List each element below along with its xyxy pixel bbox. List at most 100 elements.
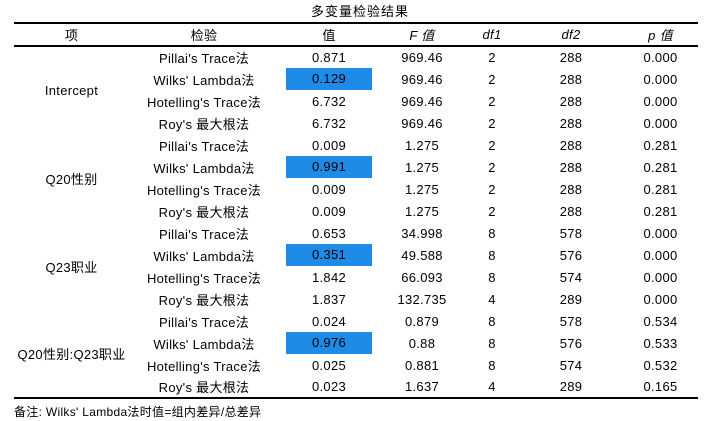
test-cell: Wilks' Lambda法 — [153, 248, 255, 264]
p-value-cell: 0.534 — [643, 313, 678, 329]
f-value-cell: 34.998 — [401, 225, 443, 241]
df1-cell: 2 — [488, 50, 496, 65]
df2-cell: 288 — [559, 159, 583, 175]
test-cell: Pillai's Trace法 — [158, 226, 250, 242]
table-row: Intercept Pillai's Trace法 0.871 969.46 2 288 0… — [14, 46, 698, 98]
df2-cell: 576 — [559, 335, 583, 351]
p-value-cell: 0.000 — [643, 225, 678, 241]
f-value-cell: 49.588 — [401, 247, 443, 263]
df1-cell: 8 — [488, 313, 496, 329]
df2-cell: 288 — [559, 71, 583, 87]
highlighted-value: 0.129 — [286, 68, 372, 90]
p-value-cell: 0.000 — [643, 93, 678, 109]
test-cell: Roy's 最大根法 — [158, 292, 250, 308]
value-cell: 0.991 — [279, 156, 379, 178]
test-cell: Roy's 最大根法 — [158, 116, 250, 132]
df1-cell: 4 — [488, 291, 496, 307]
p-value-cell: 0.000 — [643, 269, 678, 285]
test-cell: Hotelling's Trace法 — [146, 94, 262, 110]
table-row: Hotelling's Trace法 0.025 0.881 8 574 0.532 — [14, 354, 698, 376]
f-value-cell: 1.275 — [404, 203, 440, 219]
item-group-label: Q23职业 — [45, 259, 98, 275]
f-value-cell: 969.46 — [401, 93, 443, 109]
df2-cell: 289 — [559, 291, 583, 307]
df1-cell: 8 — [488, 357, 496, 373]
table-row: Hotelling's Trace法 1.842 66.093 8 574 0.000 — [14, 266, 698, 288]
value-cell: 0.009 — [311, 137, 347, 153]
df1-cell: 8 — [488, 247, 496, 263]
p-value-cell: 0.281 — [643, 203, 678, 219]
test-cell: Roy's 最大根法 — [158, 380, 250, 395]
df2-cell: 288 — [559, 181, 583, 197]
p-value-cell: 0.000 — [643, 115, 678, 131]
p-value-cell: 0.000 — [643, 291, 678, 307]
value-cell: 0.023 — [311, 379, 347, 394]
table-body: Intercept Pillai's Trace法 0.871 969.46 2 288 0… — [14, 46, 698, 398]
f-value-cell: 1.637 — [404, 379, 440, 394]
value-cell: 0.025 — [311, 357, 347, 373]
table-row: Wilks' Lambda法 0.129 969.46 2 288 0.000 — [14, 68, 698, 90]
df2-cell: 574 — [559, 269, 583, 285]
highlighted-value: 0.351 — [286, 244, 372, 266]
f-value-cell: 66.093 — [401, 269, 443, 285]
value-cell: 0.976 — [279, 332, 379, 354]
df2-cell: 576 — [559, 247, 583, 263]
p-value-cell: 0.532 — [643, 357, 678, 373]
f-value-cell: 0.879 — [404, 313, 440, 329]
df1-cell: 8 — [488, 269, 496, 285]
df2-cell: 578 — [559, 313, 583, 329]
col-header-p: p 值 — [648, 28, 673, 43]
col-header-df2: df2 — [561, 27, 581, 42]
table-title: 多变量检验结果 — [310, 4, 409, 19]
col-header-test: 检验 — [190, 28, 218, 43]
df1-cell: 2 — [488, 137, 496, 153]
p-value-cell: 0.000 — [643, 247, 678, 263]
table-row: Wilks' Lambda法 0.976 0.88 8 576 0.533 — [14, 332, 698, 354]
f-value-cell: 1.275 — [404, 181, 440, 197]
value-cell: 0.009 — [311, 181, 347, 197]
test-cell: Wilks' Lambda法 — [153, 160, 255, 176]
value-cell: 0.024 — [311, 313, 347, 329]
test-cell: Hotelling's Trace法 — [146, 182, 262, 198]
value-cell: 1.837 — [311, 291, 347, 307]
df2-cell: 288 — [559, 203, 583, 219]
col-header-value: 值 — [322, 28, 336, 43]
df1-cell: 8 — [488, 335, 496, 351]
df1-cell: 2 — [488, 93, 496, 109]
value-cell: 0.009 — [311, 203, 347, 219]
test-cell: Pillai's Trace法 — [158, 51, 250, 66]
f-value-cell: 969.46 — [401, 50, 443, 65]
item-group-label: Q20性别:Q23职业 — [17, 347, 126, 362]
table-row: Q23职业 Pillai's Trace法 0.653 34.998 8 578 0.000 — [14, 222, 698, 275]
df1-cell: 2 — [488, 115, 496, 131]
p-value-cell: 0.165 — [643, 379, 678, 394]
f-value-cell: 969.46 — [401, 115, 443, 131]
f-value-cell: 969.46 — [401, 71, 443, 87]
col-header-item: 项 — [64, 28, 79, 43]
value-cell: 1.842 — [311, 269, 347, 285]
p-value-cell: 0.000 — [643, 50, 678, 65]
value-cell: 0.653 — [311, 225, 347, 241]
df2-cell: 288 — [559, 137, 583, 153]
item-group-label: Q20性别 — [45, 171, 98, 187]
test-cell: Wilks' Lambda法 — [153, 72, 255, 88]
header-row: 项 检验 值 F 值 df1 df2 p 值 — [14, 23, 698, 46]
value-cell: 6.732 — [311, 93, 347, 109]
table-row: Q20性别 Pillai's Trace法 0.009 1.275 2 288 0.281 — [14, 134, 698, 187]
table-row: Q20性别:Q23职业 Pillai's Trace法 0.024 0.879 8 578… — [14, 310, 698, 363]
col-header-df1: df1 — [482, 27, 502, 42]
highlighted-value: 0.991 — [286, 156, 372, 178]
test-cell: Wilks' Lambda法 — [153, 336, 255, 352]
df1-cell: 4 — [488, 379, 496, 394]
df2-cell: 288 — [559, 93, 583, 109]
df2-cell: 288 — [559, 50, 583, 65]
table-row: Wilks' Lambda法 0.991 1.275 2 288 0.281 — [14, 156, 698, 178]
df2-cell: 574 — [559, 357, 583, 373]
highlighted-value: 0.976 — [286, 332, 372, 354]
test-cell: Pillai's Trace法 — [158, 138, 250, 154]
f-value-cell: 0.88 — [408, 335, 436, 351]
item-group-label: Intercept — [44, 83, 99, 98]
value-cell: 0.351 — [279, 244, 379, 266]
df1-cell: 2 — [488, 71, 496, 87]
